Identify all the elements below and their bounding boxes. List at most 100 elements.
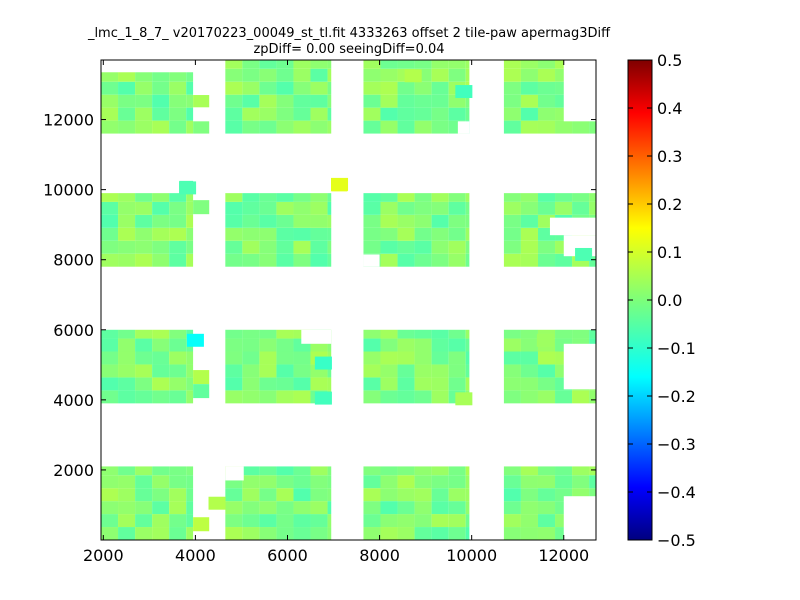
heatmap-cell	[135, 488, 153, 502]
heatmap-cell	[503, 466, 521, 476]
heatmap-cell	[465, 364, 470, 378]
heatmap-cell	[276, 351, 294, 365]
heatmap-cell	[135, 338, 153, 352]
heatmap-cell	[327, 94, 332, 108]
heatmap-cell	[186, 214, 194, 228]
heatmap-cell	[259, 390, 277, 404]
heatmap-cell	[242, 60, 260, 69]
heatmap-cell	[310, 81, 328, 95]
colorbar-tick-label: −0.4	[657, 483, 696, 502]
heatmap-cell	[465, 527, 470, 540]
heatmap-cell	[118, 107, 136, 121]
heatmap-cell	[225, 68, 243, 82]
heatmap-cell	[555, 201, 573, 215]
heatmap-cell	[225, 364, 243, 378]
heatmap-cell	[589, 253, 596, 267]
heatmap-cell	[537, 240, 556, 254]
heatmap-cell	[465, 466, 470, 476]
heatmap-cell	[225, 351, 243, 365]
heatmap-cell	[118, 475, 136, 489]
heatmap-cell	[448, 240, 466, 254]
heatmap-cell	[225, 214, 243, 228]
heatmap-cell	[448, 253, 466, 267]
heatmap-cell	[101, 390, 119, 404]
heatmap-cell	[537, 501, 556, 515]
heatmap-cell	[327, 68, 332, 82]
heatmap-cell	[186, 240, 194, 254]
missing-region	[301, 329, 332, 344]
heatmap-cell	[414, 390, 432, 404]
heatmap-cell	[414, 60, 432, 69]
heatmap-cell	[293, 120, 311, 134]
heatmap-cell	[363, 364, 381, 378]
heatmap-cell	[503, 227, 521, 241]
heatmap-cell	[101, 475, 119, 489]
heatmap-cell	[276, 527, 294, 540]
heatmap-cell	[520, 390, 538, 404]
heatmap-cell	[135, 201, 153, 215]
heatmap-cell	[276, 81, 294, 95]
heatmap-cell	[242, 514, 260, 528]
heatmap-cell	[101, 240, 119, 254]
heatmap-cell	[431, 193, 449, 202]
heatmap-cell	[503, 253, 521, 267]
heatmap-cell	[310, 466, 328, 476]
heatmap-cell	[431, 364, 449, 378]
heatmap-cell	[503, 214, 521, 228]
heatmap-cell	[327, 475, 332, 489]
heatmap-cell	[310, 488, 328, 502]
heatmap-cell	[186, 527, 194, 540]
heatmap-cell	[520, 501, 538, 515]
heatmap-cell-notable	[208, 496, 226, 510]
heatmap-cell	[186, 488, 194, 502]
heatmap-cell	[242, 201, 260, 215]
heatmap-cell	[293, 475, 311, 489]
heatmap-cell-notable	[455, 392, 473, 406]
heatmap-cell	[503, 201, 521, 215]
heatmap-cell-edge	[193, 200, 210, 215]
heatmap-cell	[101, 329, 119, 339]
heatmap-cell	[589, 329, 596, 339]
y-tick-label: 6000	[53, 321, 94, 340]
heatmap-cell	[242, 329, 260, 339]
heatmap-cell	[225, 329, 243, 339]
x-tick-label: 10000	[446, 546, 497, 565]
heatmap-cell	[118, 329, 136, 339]
heatmap-cell	[259, 81, 277, 95]
heatmap-cell	[135, 193, 153, 202]
heatmap-cell	[520, 351, 538, 365]
heatmap-cell	[397, 201, 415, 215]
heatmap-cell	[293, 514, 311, 528]
heatmap-cell	[135, 390, 153, 404]
heatmap-cell	[537, 466, 556, 476]
y-tick-label: 10000	[43, 181, 94, 200]
heatmap-cell	[152, 475, 170, 489]
heatmap-cell	[118, 120, 136, 134]
heatmap-cell	[135, 94, 153, 108]
heatmap-cell	[186, 351, 194, 365]
heatmap-cell	[293, 364, 311, 378]
heatmap-cell	[152, 193, 170, 202]
heatmap-cell	[276, 501, 294, 515]
heatmap-cell	[520, 466, 538, 476]
heatmap-cell	[293, 193, 311, 202]
heatmap-cell	[397, 253, 415, 267]
heatmap-cell	[397, 475, 415, 489]
heatmap-cell	[448, 501, 466, 515]
heatmap-cell	[186, 120, 194, 134]
heatmap-cell	[135, 364, 153, 378]
heatmap-cell	[572, 120, 590, 134]
heatmap-cell-notable	[179, 181, 197, 195]
heatmap-cell	[380, 338, 398, 352]
heatmap-cell	[118, 488, 136, 502]
heatmap-cell	[448, 107, 466, 121]
heatmap-cell	[397, 527, 415, 540]
heatmap-cell	[310, 527, 328, 540]
chart-subtitle: zpDiff= 0.00 seeingDiff=0.04	[253, 42, 444, 57]
heatmap-cell	[448, 527, 466, 540]
heatmap-cell	[537, 364, 556, 378]
heatmap-cell	[503, 81, 521, 95]
heatmap-cell	[310, 475, 328, 489]
heatmap-cell	[397, 107, 415, 121]
